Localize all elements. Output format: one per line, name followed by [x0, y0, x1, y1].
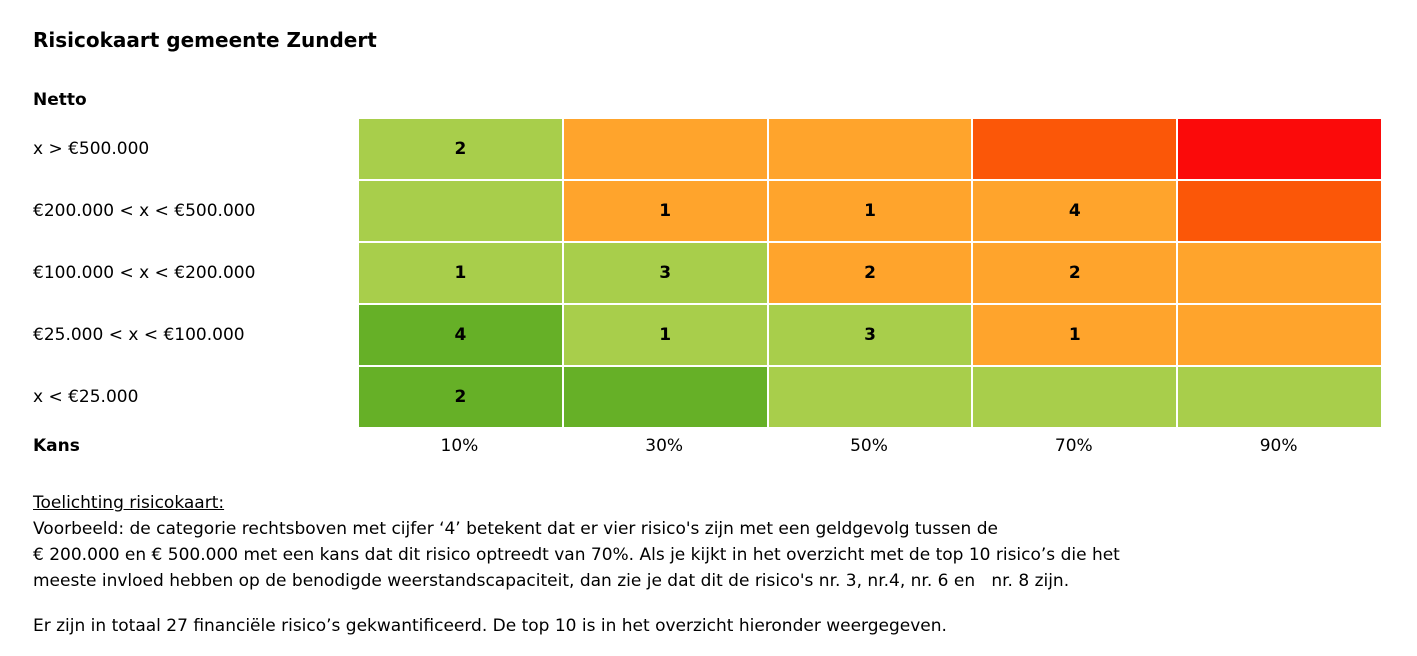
matrix-cell: 1: [768, 181, 972, 241]
column-label: 70%: [1054, 436, 1093, 456]
matrix-cell: 1: [563, 181, 767, 241]
row-label: x > €500.000: [33, 119, 357, 179]
matrix-cell: [768, 367, 972, 427]
notes-section: Toelichting risicokaart: Voorbeeld: de c…: [33, 490, 1381, 639]
risk-map-page: Risicokaart gemeente Zundert Netto x > €…: [33, 28, 1381, 639]
matrix-cell: [768, 119, 972, 179]
row-label: €200.000 < x < €500.000: [33, 181, 357, 241]
matrix-cell: 1: [973, 305, 1177, 365]
column-label: 10%: [440, 436, 479, 456]
row-label: €25.000 < x < €100.000: [33, 305, 357, 365]
matrix-cell: [1178, 119, 1381, 179]
matrix-cell: [1178, 367, 1381, 427]
risk-matrix: x > €500.000 2 €200.000 < x < €500.000 1 1 4 €…: [33, 119, 1381, 427]
column-label: 50%: [850, 436, 888, 456]
matrix-cell: 2: [973, 243, 1177, 303]
y-axis-label: Netto: [33, 90, 87, 110]
matrix-cell: 4: [359, 305, 562, 365]
column-label: 30%: [645, 436, 684, 456]
row-label: x < €25.000: [33, 367, 357, 427]
matrix-cell: 2: [768, 243, 972, 303]
matrix-cell: 2: [359, 367, 562, 427]
notes-heading: Toelichting risicokaart:: [33, 493, 225, 513]
x-axis-label: Kans: [33, 436, 80, 456]
matrix-cell: 3: [563, 243, 767, 303]
x-axis-row: Kans 10% 30% 50% 70% 90%: [33, 436, 1381, 456]
matrix-cell: [359, 181, 562, 241]
matrix-cell: [973, 119, 1177, 179]
column-label: 90%: [1259, 436, 1298, 456]
row-label: €100.000 < x < €200.000: [33, 243, 357, 303]
notes-paragraph-total: Er zijn in totaal 27 financiële risico’s…: [33, 616, 947, 636]
matrix-cell: 1: [563, 305, 767, 365]
matrix-cell: 2: [359, 119, 562, 179]
matrix-cell: [1178, 181, 1381, 241]
matrix-cell: [563, 119, 767, 179]
notes-paragraph-example: Voorbeeld: de categorie rechtsboven met …: [33, 519, 1120, 591]
matrix-cell: [1178, 243, 1381, 303]
matrix-cell: [563, 367, 767, 427]
matrix-cell: 4: [973, 181, 1177, 241]
page-title: Risicokaart gemeente Zundert: [33, 28, 377, 52]
matrix-cell: [1178, 305, 1381, 365]
matrix-cell: 1: [359, 243, 562, 303]
matrix-cell: 3: [768, 305, 972, 365]
matrix-cell: [973, 367, 1177, 427]
